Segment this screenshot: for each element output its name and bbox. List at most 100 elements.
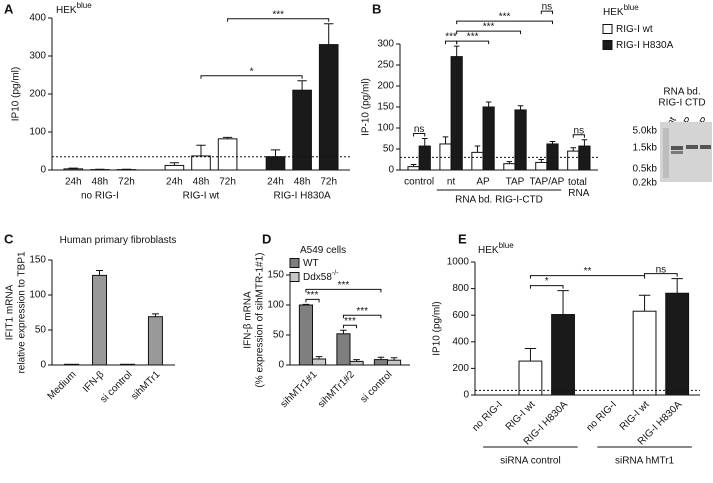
- y-axis-label: (% expression of sihMTR-1#1): [255, 252, 266, 387]
- significance-bracket: [456, 30, 522, 35]
- bar: [471, 151, 484, 171]
- error-bar: [196, 144, 206, 156]
- legend-name: RIG-I H830A: [616, 40, 674, 51]
- y-tick-label: 0: [40, 360, 46, 371]
- error-bar: [390, 357, 398, 361]
- group-label: RIG-I H830A: [273, 191, 331, 202]
- error-bar: [315, 356, 323, 359]
- gel-title: RIG-I CTD: [658, 98, 705, 109]
- panel-bar: A HEKblue 0 100 200 300 400 IP10 (pg/ml) 24h 48h 7…: [4, 1, 350, 202]
- panel-bar: E HEKblue 0 200 400 600 800 1000 IP10 (pg/ml) no …: [432, 231, 700, 467]
- title-superscript: blue: [624, 3, 640, 12]
- error-bar: [96, 270, 104, 276]
- gel-band: [700, 145, 711, 149]
- chart-title: HEKblue: [478, 241, 514, 256]
- bar: [64, 363, 80, 366]
- bar: [482, 106, 495, 171]
- significance-bracket: [305, 298, 320, 303]
- bar: [387, 359, 402, 366]
- error-bar: [538, 159, 545, 163]
- group-label: RNA bd. RIG-I-CTD: [455, 195, 543, 206]
- bar: [298, 304, 313, 366]
- gel-band: [671, 151, 683, 154]
- x-tick-label: 48h: [193, 177, 210, 188]
- x-tick-label: Medium: [46, 369, 79, 402]
- y-axis-label: relative expression to TBP1: [17, 251, 28, 374]
- chart-title: A549 cells: [300, 245, 346, 256]
- chart-title: HEKblue: [603, 3, 639, 18]
- error-bar: [671, 278, 683, 294]
- y-tick-label: 0: [463, 390, 469, 401]
- significance-bracket: [227, 18, 330, 22]
- significance-label: ***: [483, 22, 495, 33]
- legend-name: RIG-I wt: [616, 24, 653, 35]
- bar: [191, 155, 211, 171]
- significance-bracket: [200, 75, 303, 79]
- legend-name: Ddx58: [303, 272, 332, 283]
- gel-marker: 5.0kb: [633, 126, 658, 137]
- gel: RNA bd. RIG-I CTD nt AP TAP 5.0kb 1.5kb …: [633, 87, 712, 189]
- bar: [292, 89, 312, 171]
- x-tick-label: 72h: [219, 177, 236, 188]
- legend-swatch: [289, 272, 300, 282]
- error-bar: [549, 140, 556, 144]
- bar: [217, 138, 238, 171]
- bar: [567, 150, 580, 171]
- x-tick-label: 24h: [166, 177, 183, 188]
- significance-label: ***: [499, 12, 511, 23]
- y-tick-label: 200: [29, 89, 46, 100]
- error-bar: [638, 294, 651, 312]
- error-bar: [485, 101, 492, 107]
- significance-label: ***: [338, 280, 350, 291]
- y-tick-label: 200: [377, 81, 394, 92]
- bar: [164, 164, 185, 171]
- error-bar: [517, 105, 524, 110]
- error-bar: [570, 147, 577, 152]
- bar: [265, 156, 286, 171]
- significance-label: ns: [656, 264, 667, 275]
- chart-title: Human primary fibroblasts: [60, 235, 177, 246]
- significance-label: ***: [272, 9, 284, 20]
- significance-label: ns: [574, 125, 585, 136]
- significance-bracket: [529, 275, 646, 279]
- significance-bracket: [456, 20, 553, 25]
- error-bar: [302, 303, 310, 305]
- significance-bracket: [540, 10, 553, 15]
- bar: [665, 292, 690, 396]
- significance-label: **: [584, 266, 592, 277]
- gel-marker: 1.5kb: [633, 143, 658, 154]
- x-tick-label: 48h: [92, 177, 109, 188]
- y-tick-label: 1000: [447, 257, 470, 268]
- significance-bracket: [342, 314, 382, 319]
- legend-label: RIG-I wt: [616, 24, 653, 35]
- error-bar: [340, 329, 347, 334]
- legend-label: WT: [303, 258, 319, 269]
- x-tick-label: no RIG-I: [470, 399, 505, 434]
- y-tick-label: 300: [377, 39, 394, 50]
- bar: [349, 360, 364, 366]
- chart-title: HEKblue: [56, 1, 92, 16]
- significance-label: ***: [307, 290, 319, 301]
- significance-label: ***: [467, 32, 479, 43]
- y-tick-label: 600: [452, 310, 469, 321]
- bar: [578, 145, 591, 171]
- x-tick-label: 48h: [294, 177, 311, 188]
- panel-letter: E: [458, 231, 467, 246]
- y-tick-label: 0: [278, 360, 284, 371]
- panel-letter: B: [372, 1, 381, 16]
- panel-letter: C: [4, 231, 14, 246]
- error-bar: [506, 161, 513, 164]
- bar: [119, 363, 135, 366]
- legend-label: RIG-I H830A: [616, 40, 674, 51]
- y-axis-label: IP10 (pg/ml): [11, 67, 22, 121]
- significance-bracket: [413, 133, 426, 137]
- x-tick-label: sihMTr1#1: [279, 369, 320, 410]
- bar: [450, 56, 463, 171]
- y-axis-label: IFN-β mRNA: [243, 291, 254, 349]
- x-tick-label: sihMTr1: [129, 369, 162, 402]
- y-tick-label: 100: [267, 300, 284, 311]
- x-tick-label: IFN-β: [81, 369, 107, 395]
- panel-letter: A: [4, 1, 14, 16]
- bar: [514, 109, 527, 171]
